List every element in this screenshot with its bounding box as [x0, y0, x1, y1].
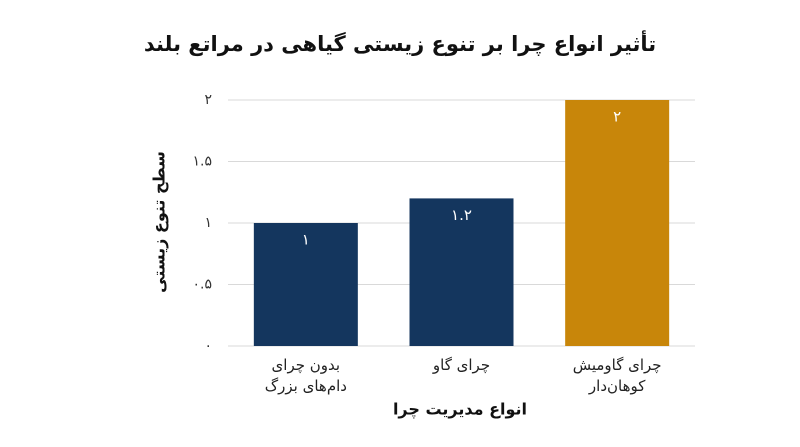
bar	[253, 223, 358, 346]
y-tick-label: ۱.۵	[193, 154, 213, 170]
data-label: ۱	[302, 231, 310, 249]
y-tick-label: ۱	[204, 215, 212, 231]
x-tick-label: چرای گاومیش کوهان‌دار	[572, 356, 662, 395]
bar	[565, 100, 670, 346]
bar	[409, 198, 514, 346]
y-tick-label: ۲	[204, 92, 212, 108]
x-tick-label: چرای گاو	[432, 356, 491, 374]
chart-title: تأثیر انواع چرا بر تنوع زیستی گیاهی در م…	[144, 29, 656, 56]
data-label: ۲	[613, 108, 621, 126]
y-axis-label: سطح تنوع زیستی	[150, 151, 169, 293]
x-tick-label: بدون چرای دام‌های بزرگ	[264, 356, 347, 395]
y-tick-label: ۰	[204, 338, 212, 354]
x-axis-label: انواع مدیریت چرا	[393, 400, 527, 420]
y-tick-label: ۰.۵	[193, 277, 213, 293]
data-label: ۱.۲	[451, 206, 472, 224]
